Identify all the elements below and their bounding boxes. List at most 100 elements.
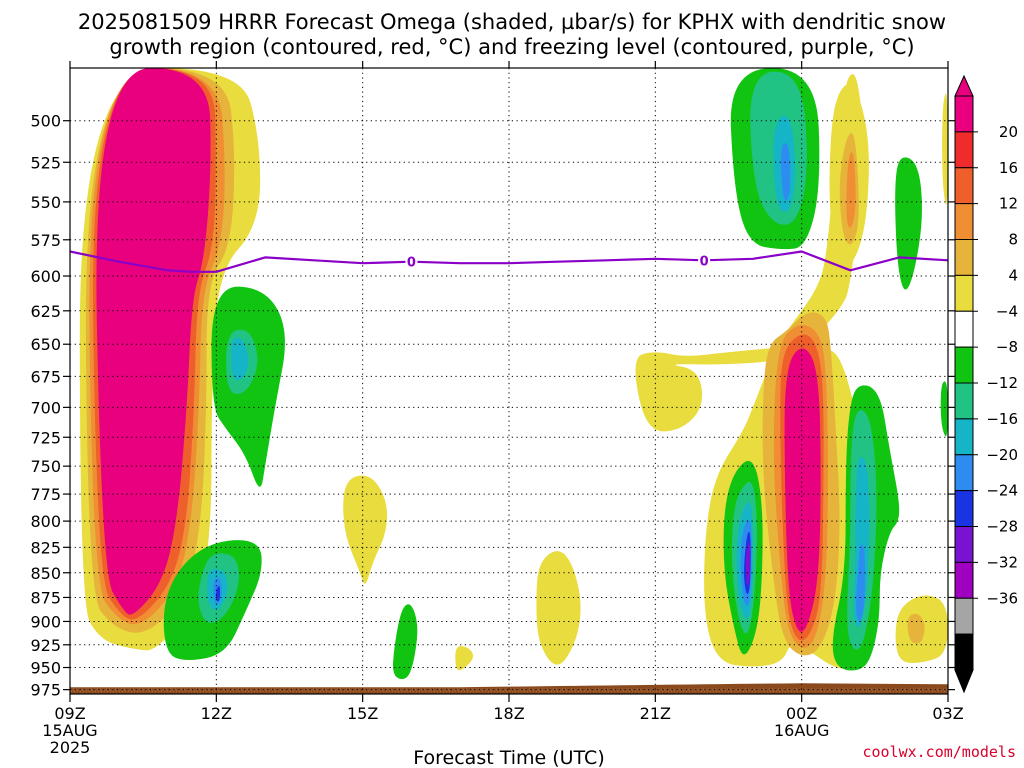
terrain-hatch [642,688,646,693]
terrain-hatch [783,688,787,693]
terrain-hatch [351,688,355,693]
y-tick-label: 775 [30,485,61,504]
terrain-hatch [663,688,667,693]
terrain-hatch [825,688,829,693]
terrain-hatch [588,688,592,693]
terrain-hatch [510,688,514,693]
terrain-hatch [147,688,151,693]
terrain-hatch [549,688,553,693]
y-tick-label: 975 [30,681,61,700]
terrain-hatch [540,688,544,693]
terrain-hatch [726,688,730,693]
terrain-hatch [729,688,733,693]
terrain-hatch [444,688,448,693]
y-tick-label: 850 [30,564,61,583]
terrain-hatch [318,688,322,693]
terrain-hatch [276,688,280,693]
terrain-hatch [906,688,910,693]
terrain-hatch [888,688,892,693]
terrain-hatch [612,688,616,693]
colorbar-swatch [954,454,974,492]
terrain-hatch [798,688,802,693]
terrain-hatch [603,688,607,693]
terrain-hatch [333,688,337,693]
terrain-hatch [930,688,934,693]
terrain-hatch [645,688,649,693]
terrain-hatch [684,688,688,693]
terrain-hatch [159,688,163,693]
terrain-hatch [735,688,739,693]
terrain-hatch [651,688,655,693]
terrain-hatch [129,688,133,693]
terrain-hatch [366,688,370,693]
terrain-hatch [438,688,442,693]
terrain-hatch [375,688,379,693]
terrain-hatch [693,688,697,693]
terrain-hatch [666,688,670,693]
terrain-hatch [93,688,97,693]
y-tick-label: 725 [30,428,61,447]
terrain-hatch [858,688,862,693]
terrain-hatch [720,688,724,693]
terrain-hatch [132,688,136,693]
terrain-hatch [252,688,256,693]
terrain-hatch [669,688,673,693]
terrain-hatch [258,688,262,693]
terrain-hatch [810,688,814,693]
terrain-hatch [744,688,748,693]
terrain-hatch [576,688,580,693]
terrain-hatch [813,688,817,693]
terrain-hatch [237,688,241,693]
terrain-hatch [312,688,316,693]
terrain-hatch [192,688,196,693]
terrain-hatch [660,688,664,693]
terrain-hatch [441,688,445,693]
terrain-hatch [456,688,460,693]
terrain-hatch [243,688,247,693]
terrain-hatch [429,688,433,693]
terrain-hatch [219,688,223,693]
terrain-hatch [267,688,271,693]
terrain-hatch [225,688,229,693]
terrain-hatch [696,688,700,693]
terrain-hatch [816,688,820,693]
chart-title-line2: growth region (contoured, red, °C) and f… [109,35,914,59]
terrain-hatch [597,688,601,693]
terrain-hatch [345,688,349,693]
terrain-hatch [396,688,400,693]
terrain-hatch [606,688,610,693]
terrain-hatch [216,688,220,693]
terrain-hatch [87,688,91,693]
colorbar-label: 4 [1008,266,1018,284]
terrain-hatch [879,688,883,693]
terrain-hatch [354,688,358,693]
terrain-hatch [279,688,283,693]
terrain-hatch [459,688,463,693]
terrain-hatch [837,688,841,693]
terrain-hatch [90,688,94,693]
terrain-hatch [186,688,190,693]
terrain-hatch [909,688,913,693]
colorbar-label: −24 [986,482,1018,500]
terrain-hatch [228,688,232,693]
terrain-hatch [156,688,160,693]
terrain-hatch [675,688,679,693]
terrain-hatch [927,688,931,693]
terrain-hatch [723,688,727,693]
terrain-hatch [771,688,775,693]
terrain-hatch [369,688,373,693]
y-tick-label: 825 [30,538,61,557]
colorbar-label: 20 [999,123,1018,141]
terrain-hatch [738,688,742,693]
terrain-hatch [240,688,244,693]
terrain-hatch [303,688,307,693]
terrain-hatch [210,688,214,693]
terrain-hatch [834,688,838,693]
terrain-hatch [348,688,352,693]
terrain-hatch [579,688,583,693]
colorbar-label: −36 [986,589,1018,607]
omega-region [745,542,751,586]
x-tick-label: 00Z [786,704,817,723]
